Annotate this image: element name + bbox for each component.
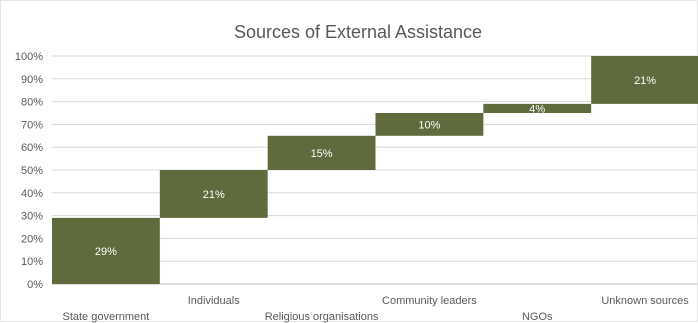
data-label: 15%: [311, 148, 333, 160]
y-tick-label: 0%: [27, 279, 43, 291]
category-label: Unknown sources: [601, 295, 689, 307]
y-tick-label: 10%: [21, 256, 43, 268]
y-axis-ticks: 0% 10% 20% 30% 40% 50% 60% 70% 80% 90% 100%: [15, 51, 43, 291]
data-label: 4%: [529, 103, 545, 115]
waterfall-bar: [267, 135, 376, 170]
y-tick-label: 50%: [21, 165, 43, 177]
category-label: State government: [62, 311, 149, 323]
category-label: Individuals: [188, 295, 240, 307]
data-labels: 29% 21% 15% 10% 4% 21%: [95, 75, 656, 258]
category-label: NGOs: [522, 311, 553, 323]
y-tick-label: 80%: [21, 97, 43, 109]
data-label: 29%: [95, 246, 117, 258]
waterfall-bar: [483, 103, 592, 113]
waterfall-bar: [375, 113, 484, 136]
category-label: Community leaders: [382, 295, 477, 307]
y-tick-label: 40%: [21, 188, 43, 200]
category-labels: State government Individuals Religious org…: [62, 295, 689, 323]
waterfall-bar: [591, 56, 698, 104]
y-tick-label: 70%: [21, 119, 43, 131]
waterfall-bar: [52, 217, 160, 284]
chart-title: Sources of External Assistance: [234, 22, 482, 42]
y-tick-label: 30%: [21, 211, 43, 223]
data-label: 21%: [634, 75, 656, 87]
waterfall-bars: [52, 56, 698, 284]
data-label: 10%: [418, 119, 440, 131]
waterfall-bar: [159, 170, 268, 218]
category-label: Religious organisations: [265, 311, 379, 323]
data-label: 21%: [203, 189, 225, 201]
y-tick-label: 60%: [21, 142, 43, 154]
y-tick-label: 20%: [21, 233, 43, 245]
y-tick-label: 100%: [15, 51, 43, 63]
y-tick-label: 90%: [21, 74, 43, 86]
